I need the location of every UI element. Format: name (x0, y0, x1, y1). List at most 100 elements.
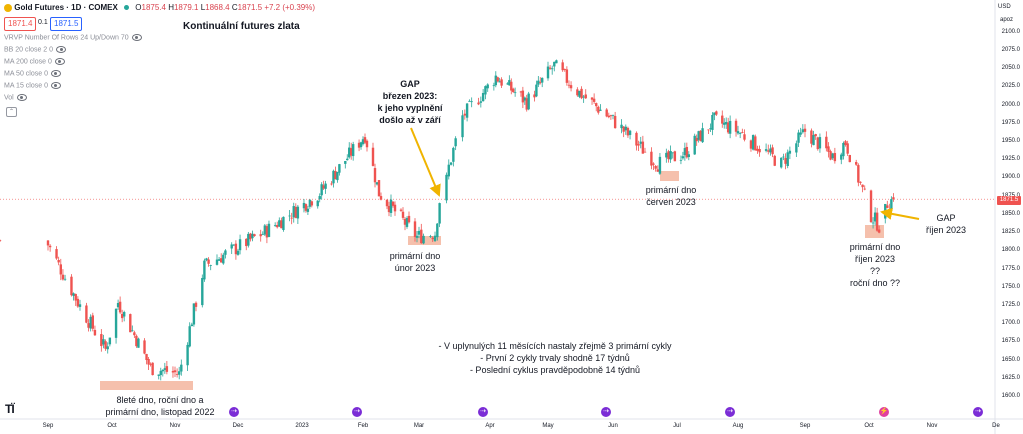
candle (131, 325, 134, 332)
candle (683, 142, 687, 161)
candle (0, 239, 2, 242)
symbol-title[interactable]: Gold Futures · 1D · COMEX (14, 3, 118, 12)
collapse-indicators-button[interactable]: ⌃ (6, 107, 17, 117)
scale-mode-label[interactable]: apoz (1000, 17, 1014, 23)
flash-event-icon[interactable]: ⚡ (879, 407, 889, 417)
time-tick-label: De (992, 423, 1000, 429)
candle (407, 211, 411, 224)
candle (133, 330, 136, 339)
eye-icon[interactable] (54, 58, 65, 65)
candle (769, 144, 772, 156)
candle (245, 238, 248, 251)
candle (401, 207, 405, 220)
gap-oct-arrow (880, 207, 920, 220)
candle (377, 179, 381, 197)
event-marker-icon[interactable]: ⇢ (352, 407, 362, 417)
eye-icon[interactable] (131, 34, 142, 41)
time-tick-label: Jul (673, 423, 681, 429)
candle (626, 126, 630, 138)
event-marker-icon[interactable]: ⇢ (601, 407, 611, 417)
candle (825, 131, 828, 152)
candle (265, 224, 269, 244)
candle (715, 110, 718, 116)
candle (512, 87, 515, 94)
candle (801, 124, 805, 134)
time-tick-label: Oct (864, 423, 874, 429)
high-value: 1879.1 (173, 3, 199, 12)
candle (194, 301, 198, 312)
candle (673, 150, 677, 162)
candle (57, 256, 60, 266)
candle (665, 148, 668, 163)
open-label: O (135, 3, 142, 12)
candle (842, 141, 845, 160)
candle (161, 369, 165, 377)
candle (348, 142, 351, 159)
tradingview-logo: ТЇ (5, 402, 15, 416)
indicator-ma15[interactable]: MA 15 close 0 (4, 82, 61, 89)
candle (484, 85, 487, 100)
candle (46, 240, 50, 251)
indicator-ma200[interactable]: MA 200 close 0 (4, 58, 65, 65)
indicator-vrvp[interactable]: VRVP Number Of Rows 24 Up/Down 70 (4, 34, 142, 41)
candle (628, 129, 632, 140)
candle (120, 309, 124, 323)
gap-march-arrow (410, 127, 441, 197)
currency-label[interactable]: USD (998, 4, 1011, 10)
event-marker-icon[interactable]: ⇢ (229, 407, 239, 417)
candle (624, 124, 627, 135)
candle (622, 126, 625, 138)
time-tick-label: Nov (926, 423, 938, 429)
eye-icon[interactable] (16, 94, 27, 101)
eye-icon[interactable] (50, 70, 61, 77)
price-tick-label: 2100.0 (1001, 28, 1020, 35)
candle (871, 217, 875, 229)
candle (379, 192, 383, 201)
candle (810, 128, 813, 148)
annotation-gap-oct: GAP říjen 2023 (925, 213, 967, 235)
annotation-bottom-2022: 8leté dno, roční dno a primární dno, lis… (105, 395, 215, 417)
cycle-low-highlight (100, 381, 193, 390)
event-marker-icon[interactable]: ⇢ (478, 407, 488, 417)
event-marker-icon[interactable]: ⇢ (973, 407, 983, 417)
sell-button[interactable]: 1871.4 (4, 17, 37, 31)
open-value: 1875.4 (141, 3, 166, 12)
candle (385, 199, 389, 210)
event-marker-icon[interactable]: ⇢ (725, 407, 735, 417)
indicator-vol[interactable]: Vol (4, 94, 27, 101)
candle (786, 149, 789, 169)
low-value: 1868.4 (205, 3, 230, 12)
price-tick-label: 2025.0 (1001, 83, 1020, 90)
candle (122, 310, 126, 322)
price-tick-label: 1850.0 (1001, 210, 1020, 217)
buy-button[interactable]: 1871.5 (50, 17, 83, 31)
candle (758, 145, 761, 157)
candle (463, 109, 467, 120)
price-tick-label: 1750.0 (1001, 283, 1020, 290)
eye-icon[interactable] (56, 46, 67, 53)
candle (840, 152, 843, 165)
candle (85, 302, 88, 324)
indicator-bb[interactable]: BB 20 close 2 0 (4, 46, 67, 53)
indicator-ma50[interactable]: MA 50 close 0 (4, 70, 61, 77)
candle (795, 140, 798, 158)
candle (263, 224, 267, 237)
candle (207, 257, 210, 267)
candle (869, 189, 873, 224)
candle (415, 231, 419, 243)
candle (886, 200, 889, 209)
eye-icon[interactable] (50, 82, 61, 89)
candle (234, 240, 238, 260)
candle (371, 142, 375, 167)
candle (695, 134, 698, 146)
candle (452, 146, 455, 167)
candle (429, 234, 432, 238)
candle (87, 319, 90, 332)
candle (679, 155, 683, 165)
price-tick-label: 1975.0 (1001, 119, 1020, 126)
candle (597, 105, 600, 115)
candle (521, 86, 525, 109)
candle (500, 77, 503, 88)
candle (253, 233, 256, 237)
